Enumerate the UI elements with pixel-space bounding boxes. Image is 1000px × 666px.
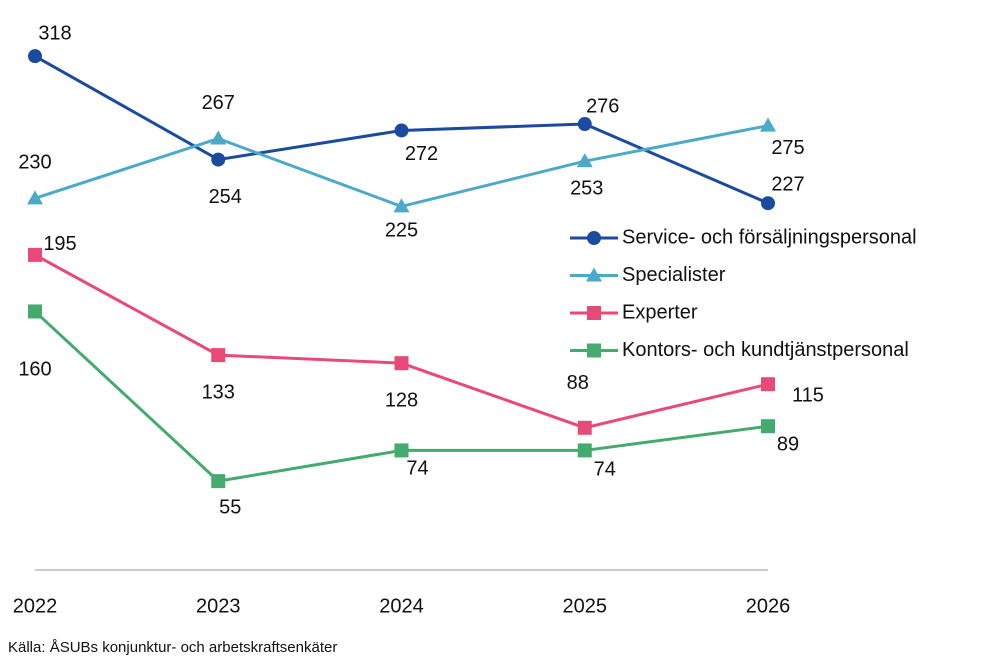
- source-note: Källa: ÅSUBs konjunktur- och arbetskraft…: [8, 639, 337, 656]
- x-tick-label: 2024: [379, 595, 424, 617]
- data-label: 272: [405, 143, 438, 165]
- marker: [394, 123, 409, 138]
- data-label: 89: [777, 433, 799, 455]
- data-label: 276: [586, 95, 619, 117]
- marker: [211, 348, 226, 363]
- marker: [587, 306, 601, 320]
- data-label: 254: [209, 186, 242, 208]
- legend-label: Specialister: [622, 264, 726, 286]
- data-label: 160: [18, 359, 51, 381]
- x-tick-label: 2025: [563, 595, 608, 617]
- data-label: 318: [38, 22, 71, 44]
- data-label: 267: [202, 92, 235, 114]
- marker: [577, 117, 592, 132]
- marker: [394, 443, 409, 458]
- legend-label: Kontors- och kundtjänstpersonal: [622, 339, 909, 361]
- marker: [760, 117, 776, 132]
- data-label: 74: [406, 458, 428, 480]
- data-label: 195: [43, 233, 76, 255]
- marker: [211, 152, 226, 167]
- marker: [28, 247, 42, 262]
- legend-label: Experter: [622, 301, 698, 323]
- data-label: 55: [219, 496, 241, 518]
- marker: [28, 304, 42, 319]
- marker: [210, 130, 227, 145]
- marker: [394, 356, 409, 371]
- marker: [587, 231, 601, 245]
- marker: [587, 343, 601, 358]
- x-tick-label: 2026: [746, 595, 791, 617]
- marker: [577, 443, 592, 458]
- marker: [576, 153, 593, 168]
- series-line: [34, 124, 769, 208]
- marker: [761, 196, 775, 211]
- data-label: 230: [18, 152, 51, 174]
- data-label: 227: [771, 173, 804, 195]
- marker: [211, 474, 226, 489]
- x-tick-label: 2023: [196, 595, 241, 617]
- marker: [586, 267, 602, 282]
- data-label: 88: [567, 372, 589, 394]
- marker: [393, 198, 410, 213]
- data-label: 133: [202, 381, 235, 403]
- marker: [27, 190, 43, 205]
- marker: [761, 377, 775, 392]
- x-tick-label: 2022: [13, 595, 58, 617]
- marker: [28, 49, 42, 64]
- data-label: 275: [771, 137, 804, 159]
- data-label: 253: [570, 177, 603, 199]
- data-label: 74: [594, 459, 616, 481]
- marker: [761, 419, 775, 434]
- marker: [577, 420, 592, 435]
- legend-label: Service- och försäljningspersonal: [622, 226, 917, 248]
- data-label: 225: [385, 220, 418, 242]
- data-label: 128: [385, 389, 418, 411]
- data-label: 115: [792, 384, 824, 406]
